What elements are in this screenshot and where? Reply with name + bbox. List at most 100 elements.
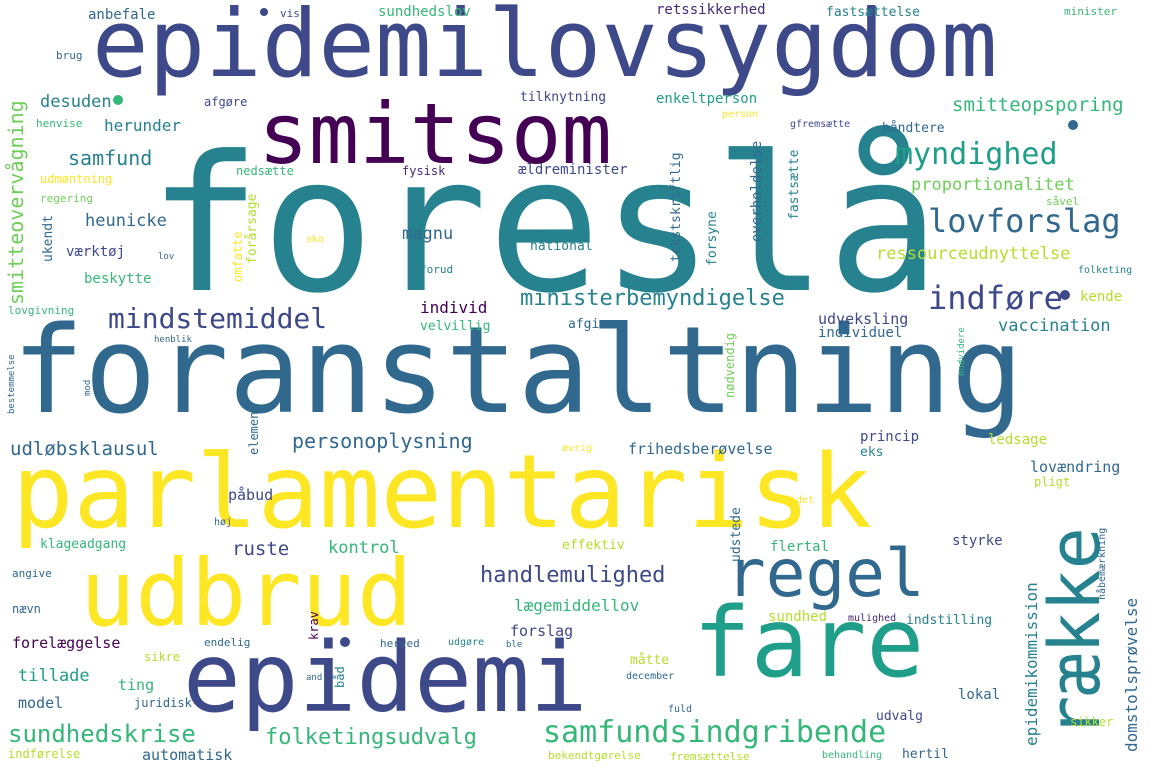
word-brug: brug [56, 49, 83, 62]
word-lokal: lokal [958, 687, 1001, 703]
word-element: element [247, 404, 261, 455]
word-fastsaettelse: fastsættelse [826, 5, 920, 20]
word-parlamentarisk: parlamentarisk [12, 433, 872, 552]
word-folketingsudvalg: folketingsudvalg [265, 725, 477, 750]
word-indfore: indføre [928, 279, 1063, 317]
word-eks: eks [860, 445, 884, 460]
word-indstilling: indstilling [906, 613, 993, 628]
word-pabud: påbud [228, 486, 274, 504]
word-ting: ting [118, 676, 155, 694]
word-retssikkerhed: retssikkerhed [656, 2, 766, 18]
word-krav: krav [307, 611, 321, 640]
word-mod: mod [83, 379, 93, 396]
word-matte: måtte [630, 653, 670, 668]
word-heunicke: heunicke [85, 211, 167, 231]
word-udgore: udgøre [448, 637, 485, 648]
word-handtere: håndtere [882, 121, 945, 136]
word-desuden: desuden [40, 92, 112, 112]
word-frihedsberovelse: frihedsberøvelse [628, 440, 773, 458]
word-overholdelse: overholdelse [749, 140, 765, 242]
word-smitteovervagning: smitteovervågning [4, 100, 28, 305]
word-proportionalitet: proportionalitet [911, 175, 1075, 195]
word-tilknytning: tilknytning [520, 90, 607, 105]
word-udlobsklausul: udløbsklausul [10, 438, 159, 460]
word-laegemiddellov: lægemiddellov [514, 596, 640, 615]
word-vaccination: vaccination [998, 316, 1111, 336]
word-udvalg: udvalg [876, 709, 923, 724]
word-behandling: behandling [822, 750, 883, 761]
word-fuld: fuld [668, 704, 693, 715]
word-regering: regering [40, 192, 93, 205]
word-hoj: høj [214, 517, 233, 528]
word-omfatte: omfatte [231, 231, 245, 282]
word-minister: minister [1064, 5, 1117, 18]
word-and: and [306, 673, 323, 683]
word-automatisk: automatisk [142, 746, 233, 764]
word-indforelse: indførelse [8, 747, 81, 761]
word-lovaendring: lovændring [1030, 458, 1121, 476]
word-enkeltperson: enkeltperson [656, 91, 758, 107]
dot [113, 95, 123, 105]
word-fysisk: fysisk [402, 164, 446, 178]
word-nabemaerkning: nåbemærkning [1097, 527, 1108, 600]
dot [1060, 290, 1070, 300]
word-princip: princip [860, 429, 920, 445]
word-myndighed: myndighed [895, 137, 1058, 172]
word-udveksling: udveksling [818, 310, 909, 328]
word-tekstskriftlig: tekstskriftlig [669, 152, 684, 262]
word-smitteopsporing: smitteopsporing [952, 94, 1124, 116]
word-vaerktoj: værktøj [66, 244, 126, 260]
word-fastsaette: fastsætte [787, 149, 802, 220]
word-gfremsaette: gfremsætte [790, 119, 851, 130]
word-mindstemiddel: mindstemiddel [108, 302, 328, 335]
word-vis: vis [280, 7, 300, 20]
word-afgive: afgive [568, 317, 615, 332]
word-sundhedslov: sundhedslov [378, 4, 471, 20]
word-flertal: flertal [770, 539, 830, 555]
word-domstolsprovelse: domstolsprøvelse [1122, 597, 1141, 752]
word-lov: lov [158, 252, 175, 262]
word-smitsom: smitsom [258, 85, 613, 183]
word-samfund: samfund [68, 146, 153, 170]
word-herunder: herunder [104, 116, 182, 135]
word-henvise: henvise [36, 117, 83, 130]
word-sikker: sikker [1070, 715, 1114, 729]
word-personoplysning: personoplysning [292, 429, 473, 453]
word-individ: individ [420, 298, 488, 317]
dot [1068, 120, 1078, 130]
word-ovrig: øvrig [562, 443, 593, 454]
word-forsyne: forsyne [705, 211, 720, 266]
word-forslag: forslag [510, 622, 574, 640]
word-kende: kende [1080, 289, 1123, 305]
word-ministerbemyndigelse: ministerbemyndigelse [520, 286, 785, 311]
word-magnu: magnu [402, 224, 454, 244]
word-henblik: henblik [154, 335, 192, 345]
word-ledsage: ledsage [988, 432, 1048, 448]
word-tillade: tillade [18, 666, 90, 686]
word-folketing: folketing [1078, 265, 1133, 276]
word-aeldreminister: ældreminister [518, 162, 628, 178]
dot [260, 8, 268, 16]
word-bad: båd [333, 666, 347, 688]
word-savel: såvel [1046, 195, 1080, 208]
word-nedsaette: nedsætte [236, 164, 294, 178]
word-raekke: regel [726, 535, 925, 612]
word-mulighed: mulighed [848, 613, 897, 624]
word-naevn: nævn [12, 602, 41, 616]
word-klageadgang: klageadgang [40, 537, 127, 552]
word-foranstaltning: foranstaltning [12, 302, 1024, 441]
word-fare: fare [693, 587, 925, 699]
word-ressourceudnyttelse: ressourceudnyttelse [876, 244, 1071, 264]
word-sundhed: sundhed [768, 609, 828, 625]
word-pligt: pligt [1034, 475, 1071, 489]
word-endvidere: endvidere [957, 327, 967, 376]
word-model: model [18, 694, 64, 712]
word-samfundsindgribende: samfundsindgribende [543, 715, 887, 750]
word-herved: herved [380, 637, 420, 650]
word-sundhedskrise: sundhedskrise [8, 720, 196, 748]
word-sikre: sikre [144, 650, 181, 664]
word-sko: sko [306, 234, 325, 245]
word-effektiv: effektiv [562, 538, 625, 553]
word-foresla: foreslå [148, 116, 941, 335]
word-nodvendig: nødvendig [723, 332, 737, 398]
